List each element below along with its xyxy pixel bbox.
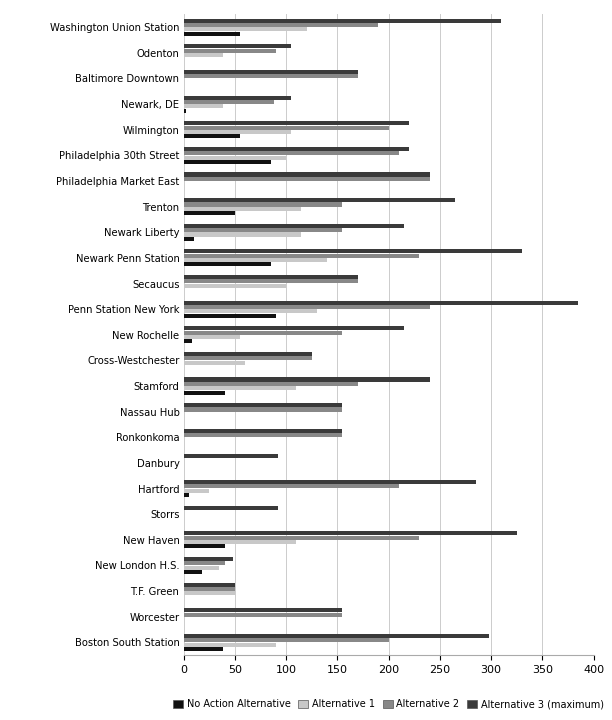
Bar: [184, 647, 223, 651]
Bar: [184, 53, 223, 57]
Bar: [184, 253, 419, 258]
Bar: [184, 74, 358, 78]
Bar: [184, 390, 225, 395]
Bar: [184, 109, 185, 113]
Bar: [184, 485, 399, 488]
Bar: [184, 638, 389, 642]
Bar: [184, 198, 455, 202]
Bar: [184, 207, 302, 211]
Bar: [184, 237, 194, 241]
Bar: [184, 582, 235, 587]
Bar: [184, 49, 276, 53]
Bar: [184, 177, 430, 181]
Bar: [184, 544, 225, 549]
Bar: [184, 258, 327, 262]
Bar: [184, 96, 291, 99]
Bar: [184, 27, 307, 32]
Legend: No Action Alternative, Alternative 1, Alternative 2, Alternative 3 (maximum): No Action Alternative, Alternative 1, Al…: [170, 696, 608, 713]
Bar: [184, 386, 296, 390]
Bar: [184, 130, 291, 134]
Bar: [184, 557, 233, 561]
Bar: [184, 382, 358, 386]
Bar: [184, 300, 578, 305]
Bar: [184, 377, 430, 382]
Bar: [184, 540, 296, 544]
Bar: [184, 121, 409, 125]
Bar: [184, 587, 235, 591]
Bar: [184, 305, 430, 309]
Bar: [184, 310, 317, 313]
Bar: [184, 356, 312, 360]
Bar: [184, 403, 343, 408]
Bar: [184, 211, 235, 215]
Bar: [184, 480, 476, 484]
Bar: [184, 151, 399, 156]
Bar: [184, 339, 192, 343]
Bar: [184, 172, 430, 176]
Bar: [184, 493, 188, 498]
Bar: [184, 566, 220, 570]
Bar: [184, 428, 343, 433]
Bar: [184, 104, 223, 108]
Bar: [184, 335, 240, 339]
Bar: [184, 613, 343, 616]
Bar: [184, 314, 276, 318]
Bar: [184, 361, 245, 364]
Bar: [184, 642, 276, 647]
Bar: [184, 160, 271, 164]
Bar: [184, 32, 240, 36]
Bar: [184, 275, 358, 279]
Bar: [184, 408, 343, 412]
Bar: [184, 489, 209, 492]
Bar: [184, 326, 404, 330]
Bar: [184, 352, 312, 356]
Bar: [184, 100, 274, 104]
Bar: [184, 70, 358, 74]
Bar: [184, 19, 501, 23]
Bar: [184, 454, 278, 459]
Bar: [184, 147, 409, 151]
Bar: [184, 570, 202, 574]
Bar: [184, 279, 358, 284]
Bar: [184, 134, 240, 138]
Bar: [184, 505, 278, 510]
Bar: [184, 634, 489, 638]
Bar: [184, 531, 517, 536]
Bar: [184, 224, 404, 228]
Bar: [184, 23, 378, 27]
Bar: [184, 330, 343, 335]
Bar: [184, 44, 291, 48]
Bar: [184, 591, 235, 595]
Bar: [184, 249, 522, 253]
Bar: [184, 608, 343, 612]
Bar: [184, 536, 419, 540]
Bar: [184, 433, 343, 437]
Bar: [184, 562, 225, 565]
Bar: [184, 284, 286, 288]
Bar: [184, 233, 302, 236]
Bar: [184, 262, 271, 266]
Bar: [184, 202, 343, 207]
Bar: [184, 156, 286, 160]
Bar: [184, 228, 343, 232]
Bar: [184, 125, 389, 130]
